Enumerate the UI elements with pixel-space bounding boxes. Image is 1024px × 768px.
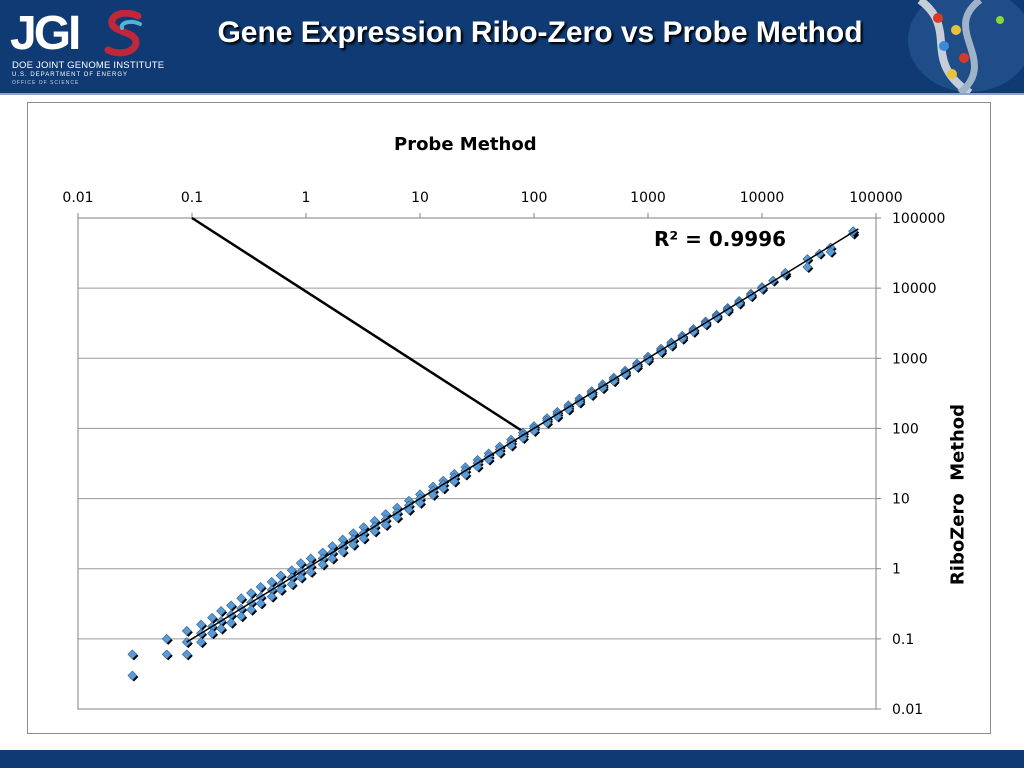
logo-office: OFFICE OF SCIENCE xyxy=(12,80,80,86)
data-point xyxy=(620,369,631,380)
data-point xyxy=(236,611,247,622)
y-tick-label: 10000 xyxy=(892,281,937,297)
jgi-logo: JGI DOE JOINT GENOME INSTITUTE U.S. DEPA… xyxy=(10,7,164,88)
x-tick-label: 1000 xyxy=(630,190,666,206)
data-point xyxy=(226,617,236,628)
x-tick-label: 100000 xyxy=(849,190,902,206)
data-point xyxy=(286,579,297,590)
x-tick-label: 0.01 xyxy=(62,190,93,206)
data-point xyxy=(255,598,266,609)
x-tick-label: 100 xyxy=(521,190,548,206)
data-point xyxy=(348,539,359,550)
data-point xyxy=(369,526,380,537)
data-point xyxy=(317,559,328,570)
logo-department: U.S. DEPARTMENT OF ENERGY xyxy=(12,72,129,78)
data-point xyxy=(392,512,403,523)
y-tick-label: 10 xyxy=(892,492,910,508)
data-point xyxy=(216,623,227,634)
y-tick-label: 100000 xyxy=(892,211,945,227)
data-point xyxy=(802,262,813,272)
data-point xyxy=(255,582,266,592)
data-point xyxy=(196,637,206,647)
r-squared-annotation: R² = 0.9996 xyxy=(654,227,787,251)
data-point xyxy=(305,566,316,577)
data-point xyxy=(734,298,745,309)
data-point xyxy=(161,649,172,660)
x-axis-title: Probe Method xyxy=(394,134,537,155)
data-point xyxy=(266,591,277,602)
logo-institute-name: DOE JOINT GENOME INSTITUTE xyxy=(12,60,165,71)
logo-text: JGI xyxy=(10,7,81,60)
trendline xyxy=(186,228,859,643)
data-point xyxy=(608,376,619,387)
y-tick-label: 100 xyxy=(892,421,919,437)
dna-helix-icon xyxy=(908,0,1024,93)
header-divider xyxy=(0,93,1024,95)
data-point xyxy=(597,383,608,394)
data-point xyxy=(226,600,236,611)
data-point xyxy=(236,593,247,604)
data-point xyxy=(666,340,677,351)
data-point xyxy=(327,553,338,564)
y-tick-label: 0.1 xyxy=(892,632,914,648)
data-point xyxy=(275,584,286,595)
data-point xyxy=(246,588,257,598)
data-point xyxy=(722,305,733,316)
data-point xyxy=(127,670,138,681)
x-tick-label: 10 xyxy=(411,190,429,206)
data-point xyxy=(181,649,192,660)
data-point xyxy=(711,312,722,323)
data-point xyxy=(552,411,563,422)
data-point xyxy=(825,246,836,257)
slide-footer xyxy=(0,750,1024,768)
x-tick-label: 1 xyxy=(302,190,311,206)
data-point xyxy=(404,504,414,515)
y-tick-label: 0.01 xyxy=(892,702,923,718)
data-point xyxy=(542,417,552,428)
logo-swoosh-icon xyxy=(104,10,142,57)
data-point xyxy=(814,248,825,259)
data-point xyxy=(127,649,138,660)
data-point xyxy=(632,361,642,372)
x-tick-label: 0.1 xyxy=(181,190,203,206)
callout-line xyxy=(191,216,527,435)
data-point xyxy=(207,628,217,639)
y-axis-title: RiboZero Method xyxy=(947,403,969,586)
slide-title: Gene Expression Ribo-Zero vs Probe Metho… xyxy=(217,16,863,49)
data-point xyxy=(586,390,597,400)
y-tick-label: 1000 xyxy=(892,351,928,367)
slide-header: JGI DOE JOINT GENOME INSTITUTE U.S. DEPA… xyxy=(0,0,1024,93)
data-point xyxy=(216,606,227,616)
data-point xyxy=(563,404,574,415)
data-point xyxy=(246,604,257,615)
data-point xyxy=(295,572,306,583)
data-point xyxy=(574,397,585,408)
data-point xyxy=(161,633,172,644)
x-tick-label: 10000 xyxy=(740,190,785,206)
y-tick-label: 1 xyxy=(892,562,901,578)
data-point xyxy=(358,533,369,544)
data-point xyxy=(181,625,192,636)
data-point xyxy=(380,520,391,530)
data-point xyxy=(337,546,348,557)
